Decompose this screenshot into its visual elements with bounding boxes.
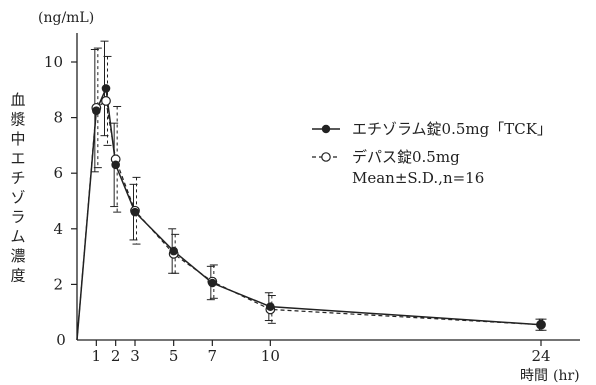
y-tick-label: 8 [53,109,63,127]
x-axis-unit: (hr) [553,368,580,384]
y-tick-label: 10 [44,53,63,71]
data-point-depas [101,96,111,106]
legend-note: Mean±S.D.,n=16 [352,169,484,187]
legend-open-marker [321,152,331,162]
y-axis-title-char: 中 [10,130,25,148]
data-point-tck [536,320,546,330]
x-axis-title: 時間 [520,368,548,384]
series-layer [76,40,547,341]
y-axis-title-char: エ [10,150,25,168]
legend: エチゾラム錠0.5mg「TCK」 デパス錠0.5mg Mean±S.D.,n=1… [312,120,552,187]
y-axis-title-char: チ [10,169,25,187]
y-axis-title-char: 漿 [10,111,25,129]
origin-label: 0 [56,331,66,349]
y-tick-label: 2 [53,275,63,293]
data-point-tck [101,84,111,93]
legend-filled-marker [321,124,331,134]
x-tick-label: 2 [111,347,121,365]
x-tick-label: 1 [92,347,102,365]
x-tick-label: 5 [169,347,179,365]
y-tick-label: 4 [53,220,63,238]
data-point-tck [130,207,140,217]
data-point-tck [111,160,120,170]
x-tick-label: 10 [261,347,280,365]
legend-label-tck: エチゾラム錠0.5mg「TCK」 [352,120,552,138]
data-point-tck [169,246,178,256]
x-tick-label: 3 [130,347,140,365]
y-axis-ticks: 2 4 6 8 10 [44,53,77,293]
x-tick-label: 7 [208,347,218,365]
y-tick-label: 6 [53,164,63,182]
y-axis-title-char: 度 [10,267,25,285]
y-axis-title-char: ム [10,228,25,246]
y-axis-title-char: 濃 [10,247,25,265]
y-axis-title-char: 血 [10,91,25,109]
legend-label-depas: デパス錠0.5mg [352,148,460,166]
data-point-tck [266,302,275,311]
y-axis-title-char: ラ [10,208,25,226]
y-axis-unit: (ng/mL) [38,10,94,26]
data-point-tck [92,106,101,115]
data-point-tck [208,278,217,288]
y-axis-title-char: ゾ [10,189,25,207]
x-axis-ticks: 1 2 3 5 7 10 24 [92,340,551,365]
x-tick-label: 24 [531,347,550,365]
